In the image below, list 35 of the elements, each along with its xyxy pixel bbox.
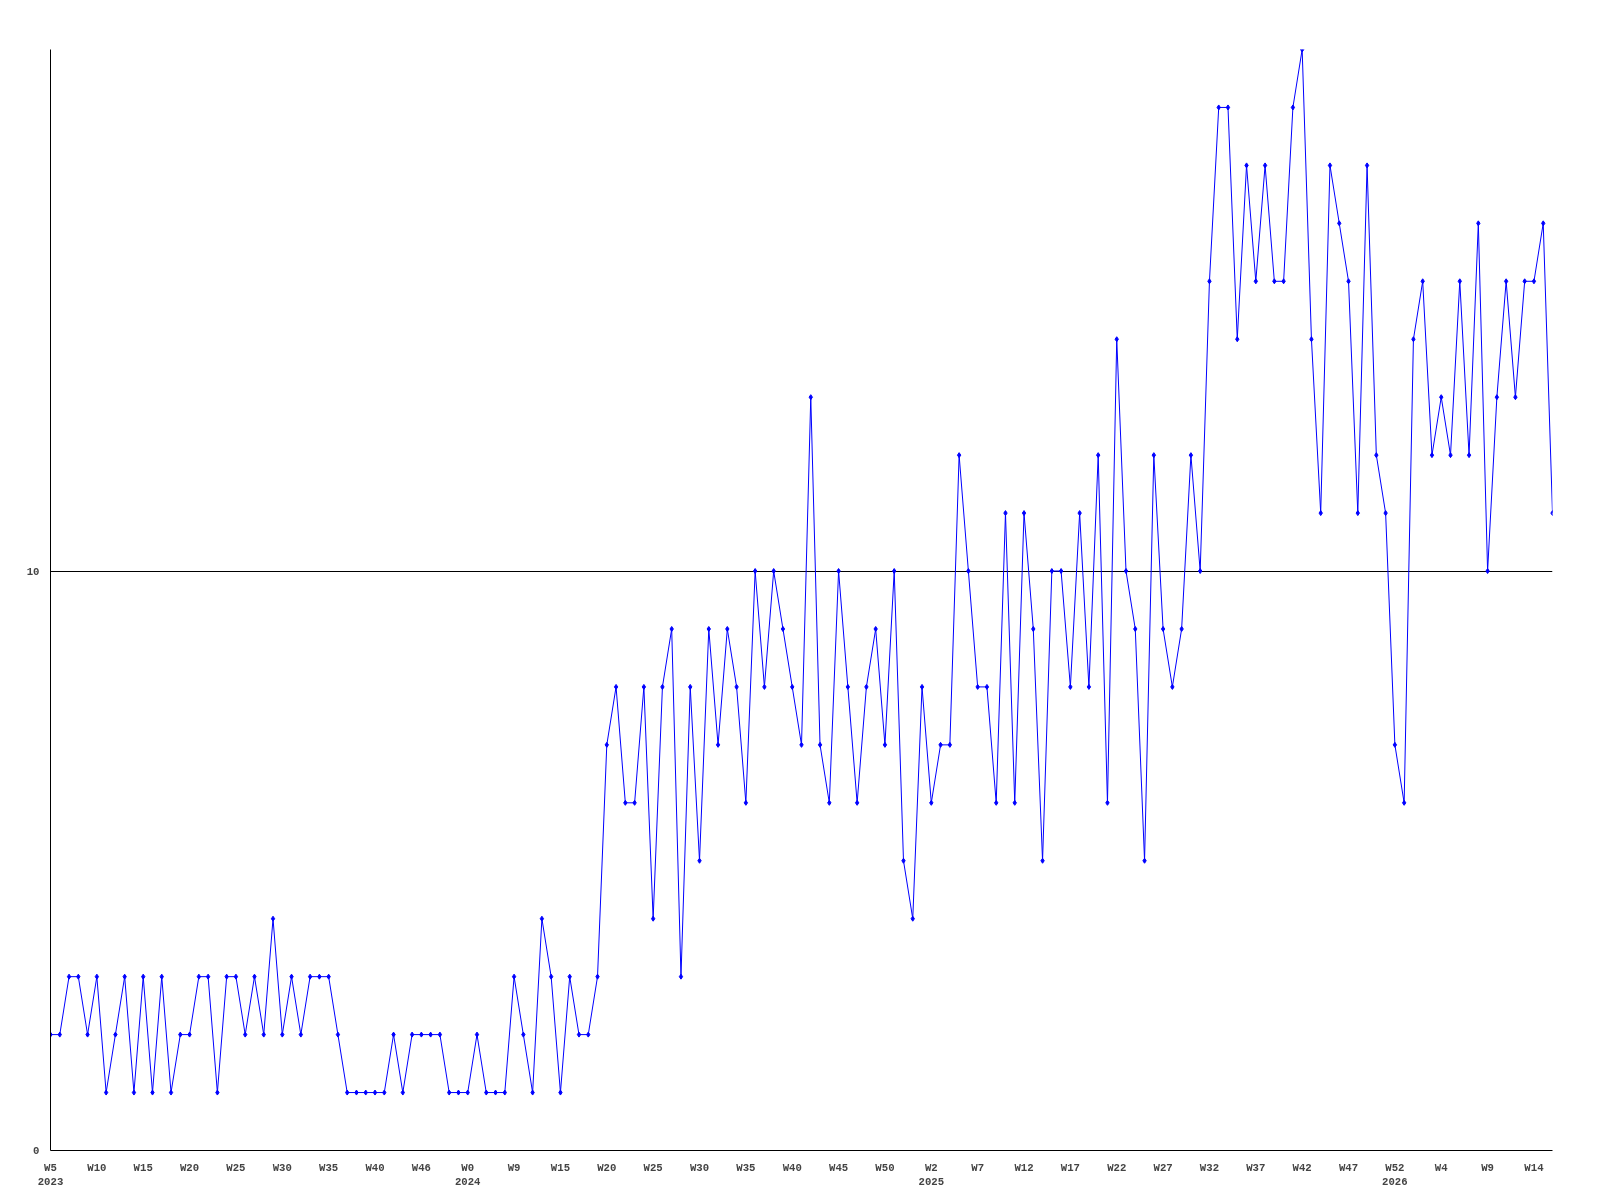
x-tick-label: W40 bbox=[365, 1161, 385, 1174]
x-tick-label: W20 bbox=[179, 1161, 200, 1174]
x-tick-label: W47 bbox=[1338, 1161, 1359, 1174]
x-tick-label: W35 bbox=[319, 1161, 339, 1174]
x-tick-label: W7 bbox=[971, 1161, 985, 1174]
y-tick-label: 10 bbox=[26, 565, 40, 578]
x-tick-label: W46 bbox=[411, 1161, 431, 1174]
x-tick-label: W14 bbox=[1524, 1161, 1545, 1174]
x-tick-label: W42 bbox=[1292, 1161, 1312, 1174]
x-tick-label: W20 bbox=[597, 1161, 617, 1174]
x-tick-label: W0 2024 bbox=[454, 1161, 482, 1188]
x-tick-label: W52 2026 bbox=[1382, 1161, 1408, 1188]
x-tick-label: W30 bbox=[689, 1161, 710, 1174]
x-tick-label: W9 bbox=[1481, 1161, 1494, 1174]
x-tick-label: W30 bbox=[272, 1161, 292, 1174]
x-tick-label: W10 bbox=[87, 1161, 107, 1174]
x-tick-label: W50 bbox=[875, 1161, 895, 1174]
y-tick-label: 0 bbox=[33, 1145, 40, 1157]
x-tick-label: W15 bbox=[550, 1161, 571, 1174]
x-tick-label: W35 bbox=[736, 1161, 756, 1174]
x-tick-label: W17 bbox=[1060, 1161, 1080, 1174]
x-tick-label: W5 2023 bbox=[37, 1161, 64, 1188]
x-tick-label: W40 bbox=[782, 1161, 802, 1174]
x-tick-label: W9 bbox=[507, 1161, 521, 1174]
x-tick-label: W37 bbox=[1246, 1161, 1266, 1174]
x-tick-label: W25 bbox=[643, 1161, 663, 1174]
x-tick-label: W15 bbox=[133, 1161, 153, 1174]
x-tick-label: W2 2025 bbox=[918, 1161, 945, 1188]
x-tick-label: W32 bbox=[1199, 1161, 1220, 1174]
x-tick-label: W25 bbox=[226, 1161, 246, 1174]
x-tick-label: W4 bbox=[1434, 1161, 1449, 1174]
x-tick-label: W12 bbox=[1014, 1161, 1034, 1174]
x-tick-label: W22 bbox=[1107, 1161, 1127, 1174]
x-tick-label: W27 bbox=[1153, 1161, 1173, 1174]
x-tick-label: W45 bbox=[828, 1161, 849, 1174]
